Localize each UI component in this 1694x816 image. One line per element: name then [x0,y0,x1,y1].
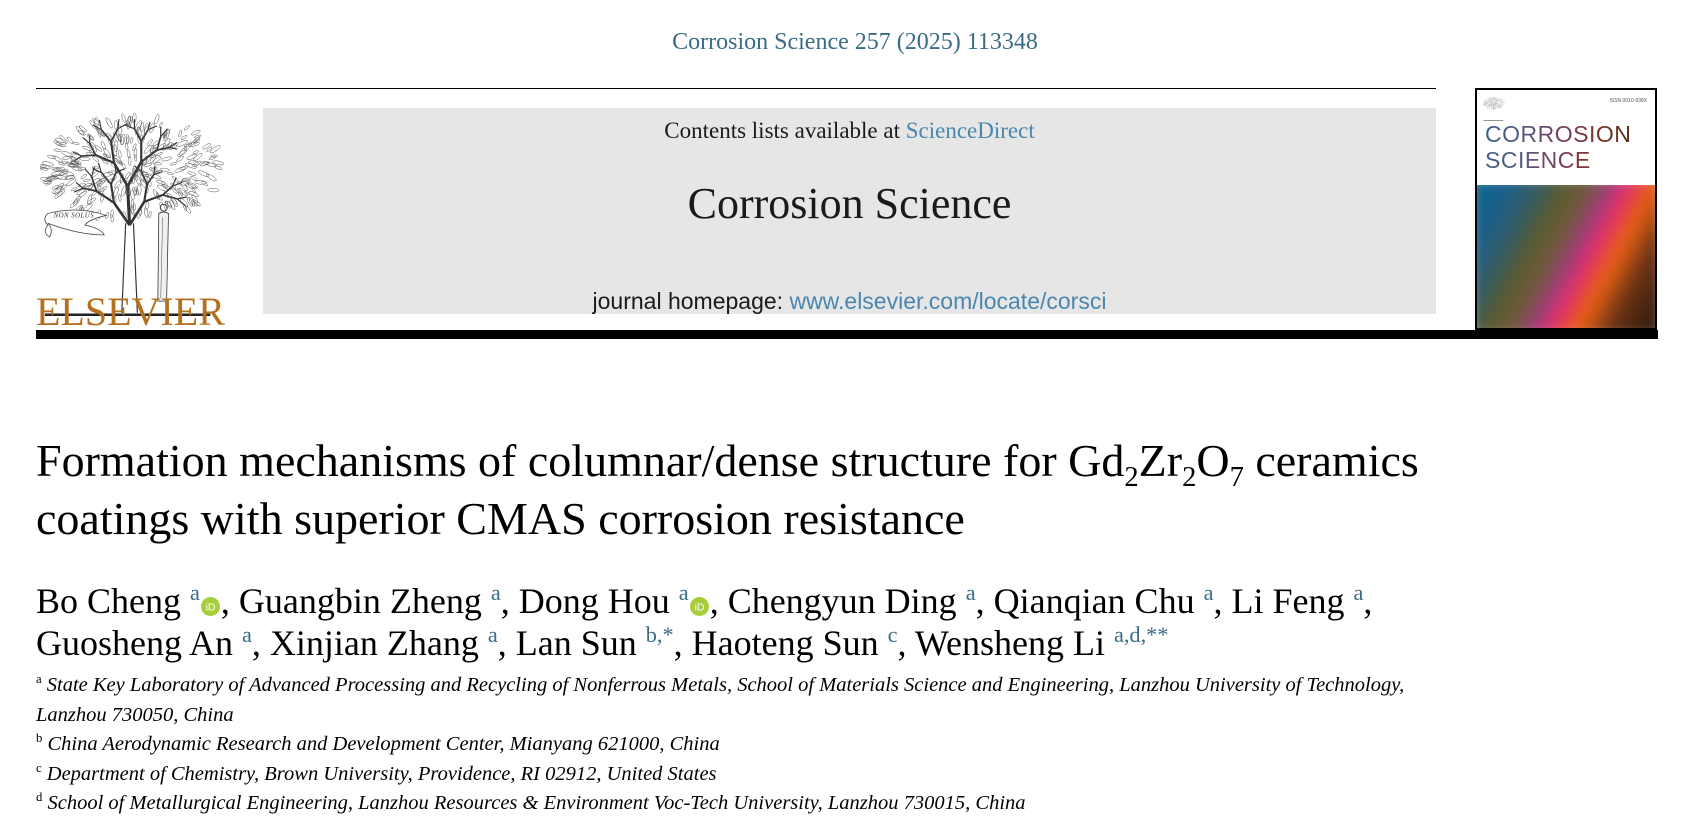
svg-text:iD: iD [694,602,704,613]
svg-text:NON SOLUS: NON SOLUS [53,212,95,219]
svg-text:iD: iD [205,602,215,613]
